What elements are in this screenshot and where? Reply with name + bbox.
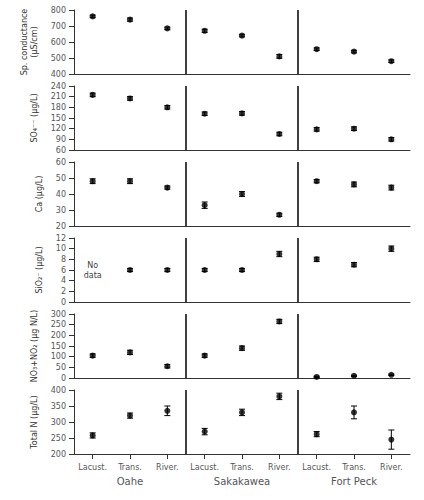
svg-text:200: 200 [51,450,66,459]
svg-text:350: 350 [51,402,66,411]
svg-text:8: 8 [61,255,66,264]
svg-text:40: 40 [56,190,66,199]
svg-text:100: 100 [51,352,66,361]
svg-text:60: 60 [56,146,66,155]
svg-text:River.: River. [380,463,403,472]
svg-text:120: 120 [51,124,66,133]
svg-text:150: 150 [51,114,66,123]
svg-text:Lacust.: Lacust. [302,463,331,472]
svg-text:4: 4 [61,276,66,285]
svg-text:12: 12 [56,234,66,243]
svg-text:0: 0 [61,298,66,307]
svg-text:No: No [87,261,98,270]
svg-text:50: 50 [56,363,66,372]
svg-text:500: 500 [51,54,66,63]
svg-text:180: 180 [51,103,66,112]
svg-text:250: 250 [51,434,66,443]
svg-text:240: 240 [51,82,66,91]
svg-text:River.: River. [268,463,291,472]
svg-text:6: 6 [61,266,66,275]
svg-text:SO₄⁻⁻ (μg/L): SO₄⁻⁻ (μg/L) [30,93,39,142]
svg-text:Ca (μg/L): Ca (μg/L) [35,176,44,213]
svg-text:Trans.: Trans. [229,463,254,472]
svg-text:Trans.: Trans. [341,463,366,472]
svg-text:90: 90 [56,135,66,144]
svg-text:50: 50 [56,174,66,183]
svg-text:10: 10 [56,244,66,253]
svg-text:Lacust.: Lacust. [190,463,219,472]
svg-text:250: 250 [51,320,66,329]
svg-text:River.: River. [156,463,179,472]
svg-text:150: 150 [51,342,66,351]
svg-text:NO₃+NO₂ (μg N/L): NO₃+NO₂ (μg N/L) [30,310,39,382]
svg-text:400: 400 [51,386,66,395]
svg-text:60: 60 [56,158,66,167]
svg-text:Trans.: Trans. [117,463,142,472]
svg-text:400: 400 [51,70,66,79]
svg-text:200: 200 [51,331,66,340]
svg-text:Sp. conductance: Sp. conductance [20,9,29,76]
svg-text:700: 700 [51,22,66,31]
svg-text:800: 800 [51,6,66,15]
svg-text:SiO₂⁻ (μg/L): SiO₂⁻ (μg/L) [35,246,44,293]
svg-text:data: data [84,271,102,280]
svg-text:0: 0 [61,374,66,383]
svg-text:300: 300 [51,418,66,427]
svg-text:Sakakawea: Sakakawea [214,476,270,487]
svg-text:20: 20 [56,222,66,231]
svg-text:30: 30 [56,206,66,215]
svg-text:Fort Peck: Fort Peck [331,476,377,487]
svg-text:300: 300 [51,310,66,319]
svg-text:Oahe: Oahe [117,476,144,487]
svg-text:210: 210 [51,92,66,101]
svg-text:Lacust.: Lacust. [78,463,107,472]
svg-text:600: 600 [51,38,66,47]
svg-text:Total N (μg/L): Total N (μg/L) [30,395,39,449]
svg-text:(μS/cm): (μS/cm) [30,26,39,57]
svg-text:2: 2 [61,287,66,296]
